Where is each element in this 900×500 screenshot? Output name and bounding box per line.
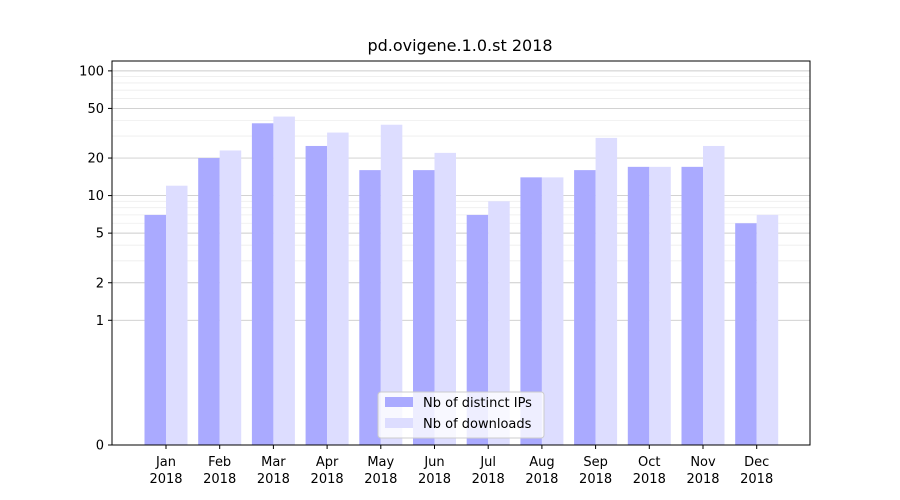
bar-distinct-ips bbox=[735, 223, 757, 445]
bars bbox=[144, 116, 779, 446]
x-tick-label-year: 2018 bbox=[686, 472, 719, 487]
x-tick-label: Jul bbox=[479, 455, 496, 470]
bar-downloads bbox=[434, 152, 456, 445]
bar-downloads bbox=[327, 132, 349, 446]
x-tick-label: Dec bbox=[744, 455, 769, 470]
bar-downloads bbox=[649, 166, 671, 445]
y-tick-label: 5 bbox=[96, 227, 104, 242]
x-tick-label-year: 2018 bbox=[525, 472, 558, 487]
y-tick-label: 1 bbox=[96, 314, 104, 329]
x-tick-label-year: 2018 bbox=[257, 472, 290, 487]
legend-label: Nb of distinct IPs bbox=[423, 396, 532, 411]
bar-downloads bbox=[273, 116, 295, 445]
bar-distinct-ips bbox=[627, 166, 650, 445]
x-tick-label: Feb bbox=[208, 455, 231, 470]
bar-downloads bbox=[488, 201, 510, 445]
bar-distinct-ips bbox=[251, 123, 274, 446]
legend-label: Nb of downloads bbox=[423, 417, 532, 432]
bar-distinct-ips bbox=[681, 166, 703, 445]
x-tick-label-year: 2018 bbox=[472, 472, 505, 487]
legend: Nb of distinct IPs Nb of downloads bbox=[377, 391, 545, 439]
bar-distinct-ips bbox=[198, 158, 220, 445]
x-tick-label-year: 2018 bbox=[364, 472, 397, 487]
x-tick-label: Apr bbox=[316, 455, 339, 470]
y-tick-label: 20 bbox=[87, 152, 104, 167]
x-tick-label-year: 2018 bbox=[579, 472, 612, 487]
x-tick-label-year: 2018 bbox=[633, 472, 666, 487]
bar-distinct-ips bbox=[574, 170, 596, 445]
legend-box bbox=[377, 391, 545, 439]
x-tick-label-year: 2018 bbox=[149, 472, 182, 487]
x-tick-label-year: 2018 bbox=[203, 472, 236, 487]
x-tick-label-year: 2018 bbox=[740, 472, 773, 487]
x-tick-label: Sep bbox=[583, 455, 608, 470]
x-tick-label-year: 2018 bbox=[311, 472, 344, 487]
x-tick-label: Oct bbox=[638, 455, 660, 470]
legend-swatch bbox=[385, 397, 413, 407]
bar-distinct-ips bbox=[305, 145, 328, 446]
axes: 0 1 2 5 10 20 50 100 Jan 2018 Feb 2018 Mar 2018 Apr 201… bbox=[79, 60, 811, 487]
y-tick-label: 10 bbox=[87, 189, 104, 204]
bar-downloads bbox=[541, 177, 564, 445]
bar-distinct-ips bbox=[359, 170, 381, 445]
bar-distinct-ips bbox=[466, 214, 489, 445]
bar-distinct-ips bbox=[144, 214, 166, 445]
bar-distinct-ips bbox=[413, 170, 435, 445]
bar-downloads bbox=[219, 150, 242, 445]
bar-downloads bbox=[166, 185, 188, 445]
x-tick-label: Aug bbox=[529, 455, 554, 470]
bar-downloads bbox=[380, 124, 403, 445]
x-tick-label-year: 2018 bbox=[418, 472, 451, 487]
x-tick-label: Jun bbox=[423, 455, 444, 470]
bar-downloads bbox=[703, 145, 725, 446]
x-tick-label: Mar bbox=[261, 455, 286, 470]
y-tick-label: 2 bbox=[96, 276, 104, 291]
bar-downloads bbox=[756, 214, 779, 445]
plot-frame bbox=[111, 60, 811, 446]
bar-distinct-ips bbox=[520, 177, 542, 445]
x-tick-label: Nov bbox=[690, 455, 716, 470]
x-tick-label: May bbox=[367, 455, 394, 470]
bar-downloads bbox=[595, 137, 618, 446]
legend-swatch bbox=[385, 418, 413, 428]
y-tick-label: 0 bbox=[96, 439, 104, 454]
chart-title: pd.ovigene.1.0.st 2018 bbox=[367, 36, 552, 55]
y-tick-label: 100 bbox=[79, 64, 104, 79]
x-tick-label: Jan bbox=[155, 455, 176, 470]
y-tick-label: 50 bbox=[87, 102, 104, 117]
